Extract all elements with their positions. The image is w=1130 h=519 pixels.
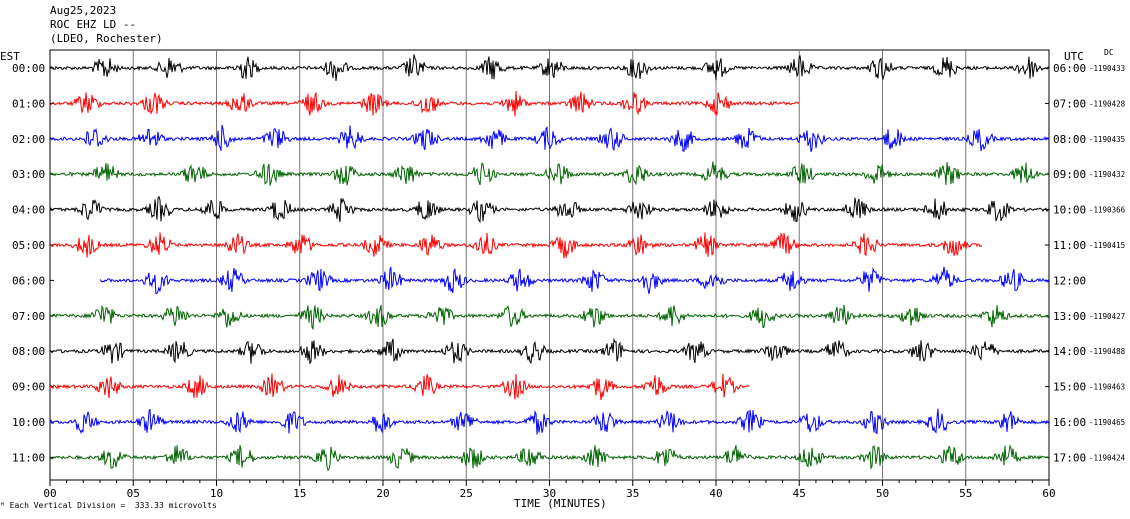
trace-0400 <box>49 195 1050 224</box>
dc-offset-label: -1190463 <box>1089 383 1125 392</box>
dc-offset-label: -1190415 <box>1089 241 1125 250</box>
x-tick-label: 00 <box>43 487 56 500</box>
left-axis-title: EST <box>0 50 20 63</box>
utc-label: 09:00 <box>1053 168 1086 181</box>
utc-label: 07:00 <box>1053 97 1086 110</box>
est-label: 11:00 <box>12 451 45 464</box>
x-tick-label: 35 <box>626 487 639 500</box>
dc-offset-label: -1190488 <box>1089 347 1126 356</box>
utc-label: 10:00 <box>1053 204 1086 217</box>
est-label: 04:00 <box>12 204 45 217</box>
trace-1000 <box>49 408 1050 435</box>
utc-label: 12:00 <box>1053 274 1086 287</box>
utc-label: 06:00 <box>1053 62 1086 75</box>
x-tick-label: 25 <box>460 487 473 500</box>
x-tick-label: 45 <box>793 487 806 500</box>
header-date: Aug25,2023 <box>50 4 117 17</box>
est-label: 08:00 <box>12 345 45 358</box>
x-tick-label: 30 <box>543 487 556 500</box>
dc-offset-label: -1190424 <box>1089 453 1126 462</box>
dc-offset-label: -1190433 <box>1089 64 1125 73</box>
est-label: 05:00 <box>12 239 45 252</box>
dc-offset-label: -1190432 <box>1089 170 1125 179</box>
x-tick-label: 15 <box>293 487 306 500</box>
est-label: 03:00 <box>12 168 45 181</box>
trace-0900 <box>49 373 750 400</box>
utc-label: 15:00 <box>1053 381 1086 394</box>
dc-offset-label: -1190427 <box>1089 312 1125 321</box>
utc-label: 16:00 <box>1053 416 1086 429</box>
utc-label: 14:00 <box>1053 345 1086 358</box>
x-tick-label: 60 <box>1042 487 1055 500</box>
scale-note-text: Each Vertical Division = 333.33 microvol… <box>9 501 217 510</box>
dc-offset-label: -1190428 <box>1089 99 1126 108</box>
trace-0500 <box>49 232 983 259</box>
trace-0700 <box>49 304 1050 331</box>
trace-0200 <box>49 124 1050 153</box>
trace-0100 <box>49 90 800 117</box>
est-label: 06:00 <box>12 274 45 287</box>
utc-label: 08:00 <box>1053 133 1086 146</box>
x-tick-label: 05 <box>127 487 140 500</box>
x-tick-label: 55 <box>959 487 972 500</box>
utc-label: 17:00 <box>1053 451 1086 464</box>
scale-note: ᴹ Each Vertical Division = 333.33 microv… <box>0 501 217 510</box>
dc-label: DC <box>1104 48 1114 57</box>
est-label: 00:00 <box>12 62 45 75</box>
est-label: 09:00 <box>12 381 45 394</box>
est-label: 10:00 <box>12 416 45 429</box>
est-label: 02:00 <box>12 133 45 146</box>
header-station: ROC EHZ LD -- <box>50 18 137 31</box>
utc-label: 13:00 <box>1053 310 1086 323</box>
dc-offset-label: -1190435 <box>1089 135 1125 144</box>
right-axis-title: UTC <box>1064 50 1084 63</box>
est-label: 07:00 <box>12 310 45 323</box>
x-tick-label: 50 <box>876 487 889 500</box>
dc-offset-label: -1190465 <box>1089 418 1125 427</box>
trace-1100 <box>49 444 1050 472</box>
x-axis-label: TIME (MINUTES) <box>514 497 607 510</box>
dc-offset-label: -1190366 <box>1089 206 1126 215</box>
trace-0000 <box>49 54 1050 82</box>
x-tick-label: 10 <box>210 487 223 500</box>
x-tick-label: 20 <box>376 487 389 500</box>
header-network: (LDEO, Rochester) <box>50 32 163 45</box>
x-tick-label: 40 <box>709 487 722 500</box>
trace-0600 <box>99 266 1050 295</box>
utc-label: 11:00 <box>1053 239 1086 252</box>
trace-0300 <box>49 161 1050 186</box>
trace-0800 <box>49 337 1050 365</box>
est-label: 01:00 <box>12 97 45 110</box>
